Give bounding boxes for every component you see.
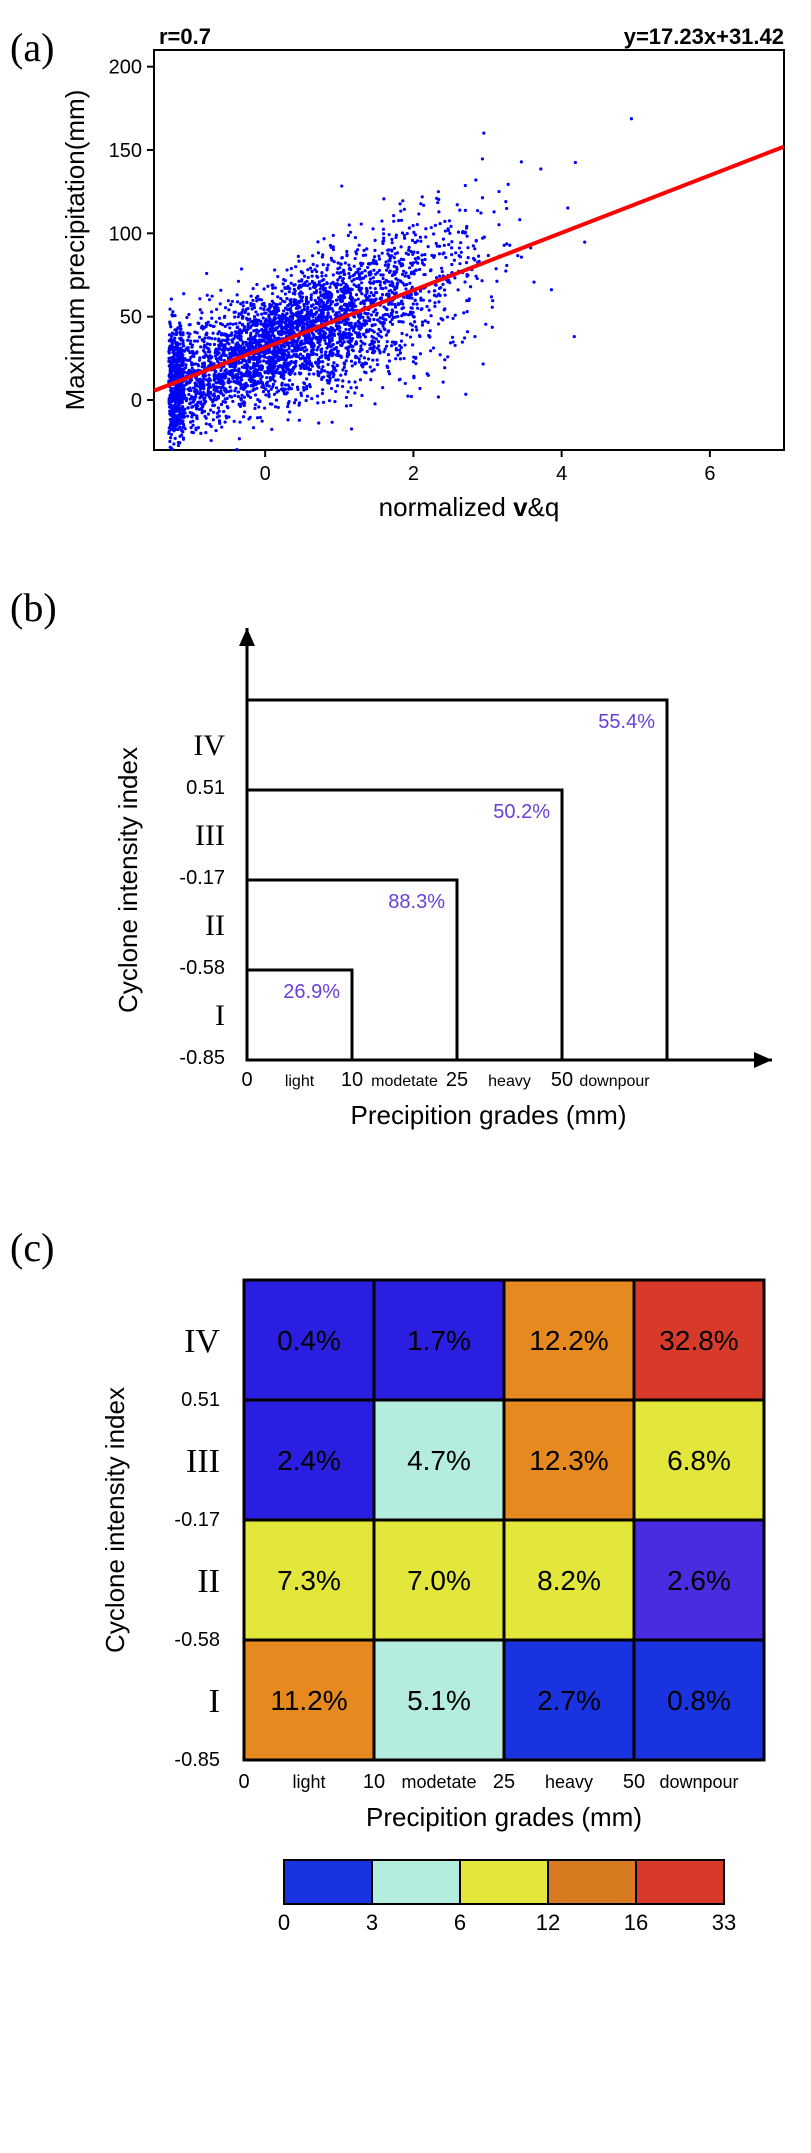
svg-text:Precipition grades (mm): Precipition grades (mm) xyxy=(366,1802,642,1832)
svg-text:32.8%: 32.8% xyxy=(660,1325,739,1356)
svg-text:Cyclone intensity index: Cyclone intensity index xyxy=(100,1387,130,1653)
svg-text:3: 3 xyxy=(366,1910,378,1935)
svg-text:4.7%: 4.7% xyxy=(407,1445,471,1476)
svg-text:88.3%: 88.3% xyxy=(388,891,445,913)
svg-text:4: 4 xyxy=(556,463,567,485)
svg-text:50.2%: 50.2% xyxy=(493,801,550,823)
svg-text:0: 0 xyxy=(131,390,142,412)
svg-text:50: 50 xyxy=(120,307,142,329)
svg-text:10: 10 xyxy=(341,1069,363,1091)
svg-text:-0.17: -0.17 xyxy=(175,1509,221,1531)
svg-text:6: 6 xyxy=(705,463,716,485)
svg-text:-0.17: -0.17 xyxy=(179,867,225,889)
svg-text:0: 0 xyxy=(278,1910,290,1935)
svg-text:33: 33 xyxy=(712,1910,736,1935)
svg-text:55.4%: 55.4% xyxy=(598,711,655,733)
svg-text:7.0%: 7.0% xyxy=(407,1565,471,1596)
svg-text:0.51: 0.51 xyxy=(181,1389,220,1411)
panel-a-label: (a) xyxy=(10,24,54,71)
svg-text:12: 12 xyxy=(536,1910,560,1935)
svg-text:II: II xyxy=(205,909,225,942)
svg-text:0.8%: 0.8% xyxy=(667,1685,731,1716)
svg-text:6: 6 xyxy=(454,1910,466,1935)
svg-text:y=17.23x+31.42: y=17.23x+31.42 xyxy=(624,24,784,49)
svg-text:light: light xyxy=(293,1772,326,1792)
svg-text:heavy: heavy xyxy=(545,1772,593,1792)
svg-text:2.4%: 2.4% xyxy=(277,1445,341,1476)
svg-text:2.7%: 2.7% xyxy=(537,1685,601,1716)
svg-text:III: III xyxy=(195,819,225,852)
svg-text:11.2%: 11.2% xyxy=(271,1685,348,1716)
svg-text:8.2%: 8.2% xyxy=(537,1565,601,1596)
svg-text:16: 16 xyxy=(624,1910,648,1935)
svg-text:25: 25 xyxy=(493,1771,515,1793)
svg-text:50: 50 xyxy=(551,1069,573,1091)
svg-text:IV: IV xyxy=(193,729,225,762)
svg-text:light: light xyxy=(284,1073,314,1090)
svg-text:200: 200 xyxy=(109,57,142,79)
svg-text:0.51: 0.51 xyxy=(186,777,225,799)
svg-text:heavy: heavy xyxy=(488,1073,531,1090)
svg-text:0: 0 xyxy=(239,1771,250,1793)
svg-text:Precipition grades (mm): Precipition grades (mm) xyxy=(350,1100,626,1130)
svg-text:5.1%: 5.1% xyxy=(407,1685,471,1716)
svg-text:II: II xyxy=(198,1563,221,1600)
svg-text:150: 150 xyxy=(109,140,142,162)
svg-text:50: 50 xyxy=(623,1771,645,1793)
svg-text:downpour: downpour xyxy=(579,1073,650,1090)
panel-b-label: (b) xyxy=(10,584,57,631)
svg-text:25: 25 xyxy=(446,1069,468,1091)
svg-text:0.4%: 0.4% xyxy=(277,1325,341,1356)
svg-text:-0.85: -0.85 xyxy=(179,1047,225,1069)
svg-text:downpour: downpour xyxy=(660,1772,739,1792)
panel-b-chart: 26.9%88.3%50.2%55.4%IIIIIIIV-0.85-0.58-0… xyxy=(57,580,801,1180)
svg-text:modetate: modetate xyxy=(371,1073,438,1090)
svg-text:modetate: modetate xyxy=(402,1772,477,1792)
svg-text:-0.85: -0.85 xyxy=(175,1749,221,1771)
svg-text:12.2%: 12.2% xyxy=(530,1325,609,1356)
svg-text:-0.58: -0.58 xyxy=(175,1629,221,1651)
svg-text:Cyclone intensity index: Cyclone intensity index xyxy=(113,747,143,1013)
svg-text:0: 0 xyxy=(260,463,271,485)
svg-text:2: 2 xyxy=(408,463,419,485)
svg-text:III: III xyxy=(186,1443,220,1480)
panel-a-chart: 0 2 4 6 0 50 100 150 200 r=0.7 y=17.23x+31.42 norma… xyxy=(54,20,801,540)
svg-text:normalized v&q: normalized v&q xyxy=(379,492,560,522)
svg-text:100: 100 xyxy=(109,223,142,245)
svg-text:Maximum precipitation(mm): Maximum precipitation(mm) xyxy=(60,90,90,411)
panel-c-chart: 0.4% 1.7% 12.2% 32.8% 2.4% 4.7% 12.3% 6.8% 7.3% 7… xyxy=(54,1220,801,2000)
svg-text:1.7%: 1.7% xyxy=(407,1325,471,1356)
svg-text:7.3%: 7.3% xyxy=(277,1565,341,1596)
svg-text:r=0.7: r=0.7 xyxy=(159,24,211,49)
svg-text:IV: IV xyxy=(185,1323,221,1360)
svg-text:I: I xyxy=(209,1683,220,1720)
svg-text:10: 10 xyxy=(363,1771,385,1793)
svg-text:I: I xyxy=(215,999,225,1032)
svg-text:-0.58: -0.58 xyxy=(179,957,225,979)
svg-text:6.8%: 6.8% xyxy=(667,1445,731,1476)
svg-text:2.6%: 2.6% xyxy=(667,1565,731,1596)
svg-text:12.3%: 12.3% xyxy=(530,1445,609,1476)
svg-text:26.9%: 26.9% xyxy=(283,981,340,1003)
panel-c-label: (c) xyxy=(10,1224,54,1271)
svg-text:0: 0 xyxy=(241,1069,252,1091)
